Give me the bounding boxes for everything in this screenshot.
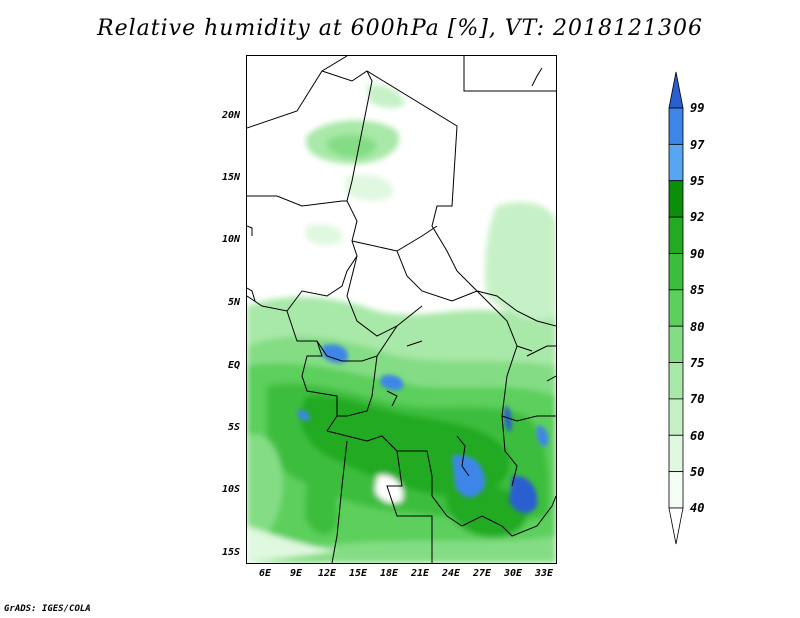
- x-label-30e: 30E: [503, 568, 523, 579]
- colorbar-segment: [668, 471, 684, 509]
- map-panel: [246, 55, 557, 564]
- humidity-map: [247, 56, 556, 563]
- y-label-10n: 10N: [221, 234, 240, 245]
- colorbar-segment: [668, 253, 684, 291]
- colorbar-segment: [668, 434, 684, 473]
- humidity-field: [247, 84, 556, 563]
- high-humidity-patches: [297, 344, 549, 514]
- x-label-15e: 15E: [348, 568, 368, 579]
- colorbar-label-90: 90: [690, 247, 705, 261]
- x-label-21e: 21E: [410, 568, 430, 579]
- colorbar-segment: [668, 180, 684, 218]
- colorbar-segment: [668, 398, 684, 436]
- colorbar-label-85: 85: [690, 283, 705, 297]
- x-label-6e: 6E: [258, 568, 272, 579]
- colorbar-label-50: 50: [690, 465, 705, 479]
- colorbar-segment: [668, 216, 684, 254]
- colorbar-label-75: 75: [690, 356, 705, 370]
- colorbar-segment: [668, 107, 684, 145]
- y-label-15s: 15S: [221, 547, 240, 558]
- x-label-27e: 27E: [472, 568, 492, 579]
- colorbar-label-95: 95: [690, 174, 705, 188]
- colorbar: [668, 71, 684, 545]
- x-label-24e: 24E: [441, 568, 461, 579]
- y-label-eq: EQ: [227, 360, 240, 371]
- colorbar-label-60: 60: [690, 429, 705, 443]
- colorbar-label-70: 70: [690, 392, 705, 406]
- map-title: Relative humidity at 600hPa [%], VT: 201…: [97, 16, 703, 41]
- x-label-18e: 18E: [379, 568, 399, 579]
- y-label-15n: 15N: [221, 172, 240, 183]
- colorbar-segment: [668, 71, 684, 109]
- colorbar-label-97: 97: [690, 138, 705, 152]
- y-label-5s: 5S: [227, 422, 240, 433]
- colorbar-segment: [668, 507, 684, 545]
- x-label-33e: 33E: [534, 568, 554, 579]
- colorbar-segment: [668, 143, 684, 182]
- colorbar-label-99: 99: [690, 101, 705, 115]
- grads-credit: GrADS: IGES/COLA: [4, 604, 91, 614]
- country-borders: [247, 56, 556, 563]
- colorbar-label-80: 80: [690, 320, 705, 334]
- x-label-9e: 9E: [289, 568, 303, 579]
- colorbar-segment: [668, 289, 684, 327]
- colorbar-segment: [668, 325, 684, 363]
- colorbar-segments: [668, 71, 684, 545]
- x-label-12e: 12E: [317, 568, 337, 579]
- y-label-10s: 10S: [221, 484, 240, 495]
- colorbar-label-92: 92: [690, 210, 705, 224]
- colorbar-label-40: 40: [690, 501, 705, 515]
- colorbar-segment: [668, 362, 684, 400]
- y-label-5n: 5N: [227, 297, 240, 308]
- y-label-20n: 20N: [221, 110, 240, 121]
